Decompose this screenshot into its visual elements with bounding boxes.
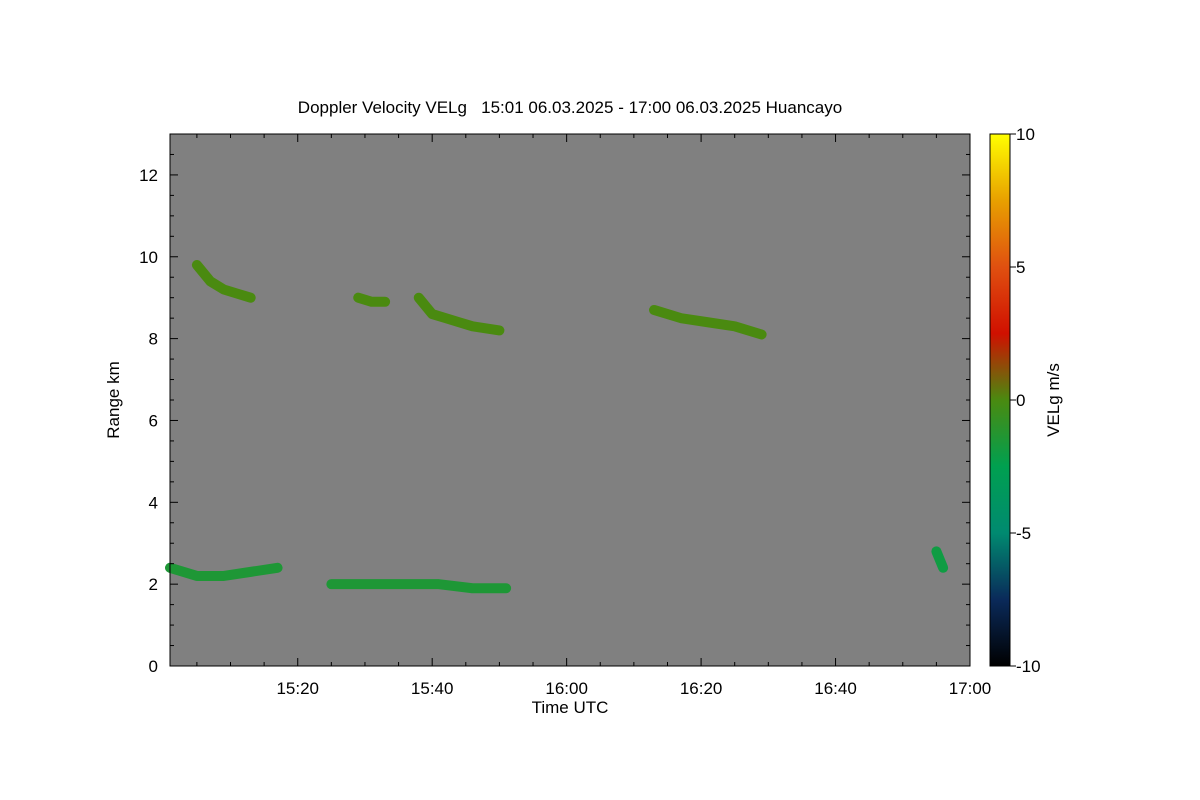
y-tick-label: 10 (139, 248, 158, 267)
echo-low-cloud-a (165, 562, 283, 581)
x-tick-label: 15:20 (276, 679, 319, 698)
x-tick-label: 16:20 (680, 679, 723, 698)
echo-layer (165, 259, 949, 594)
colorbar-tick-label: 0 (1016, 391, 1025, 410)
chart-title: Doppler Velocity VELg 15:01 06.03.2025 -… (297, 98, 843, 117)
y-tick-label: 12 (139, 166, 158, 185)
x-tick-label: 15:40 (411, 679, 454, 698)
echo-low-cloud-b (326, 579, 512, 594)
x-tick-label: 17:00 (949, 679, 992, 698)
colorbar-tick-label: 10 (1016, 125, 1035, 144)
y-axis-label: Range km (104, 361, 123, 439)
colorbar-axis: -10 -5 0 5 10 (1010, 125, 1041, 676)
echo-low-cloud-c (931, 546, 949, 573)
y-axis: 0 2 4 6 8 10 12 (139, 133, 970, 676)
colorbar-tick-label: -5 (1016, 524, 1031, 543)
y-tick-label: 0 (149, 657, 158, 676)
x-axis-label: Time UTC (531, 698, 609, 717)
colorbar-tick-label: 5 (1016, 258, 1025, 277)
colorbar (989, 133, 1011, 667)
echo-cirrus-2 (353, 292, 391, 307)
colorbar-tick-label: -10 (1016, 657, 1041, 676)
y-tick-label: 6 (149, 411, 158, 430)
plot-background (170, 134, 970, 666)
y-tick-label: 2 (149, 575, 158, 594)
y-tick-label: 4 (149, 493, 158, 512)
echo-cirrus-4 (649, 304, 767, 340)
echo-cirrus-3 (413, 292, 505, 336)
x-axis: 15:20 15:40 16:00 16:20 16:40 17:00 (196, 134, 992, 698)
x-tick-label: 16:00 (545, 679, 588, 698)
y-tick-label: 8 (149, 330, 158, 349)
echo-cirrus-1 (191, 259, 256, 303)
colorbar-label: VELg m/s (1044, 363, 1063, 437)
x-tick-label: 16:40 (814, 679, 857, 698)
